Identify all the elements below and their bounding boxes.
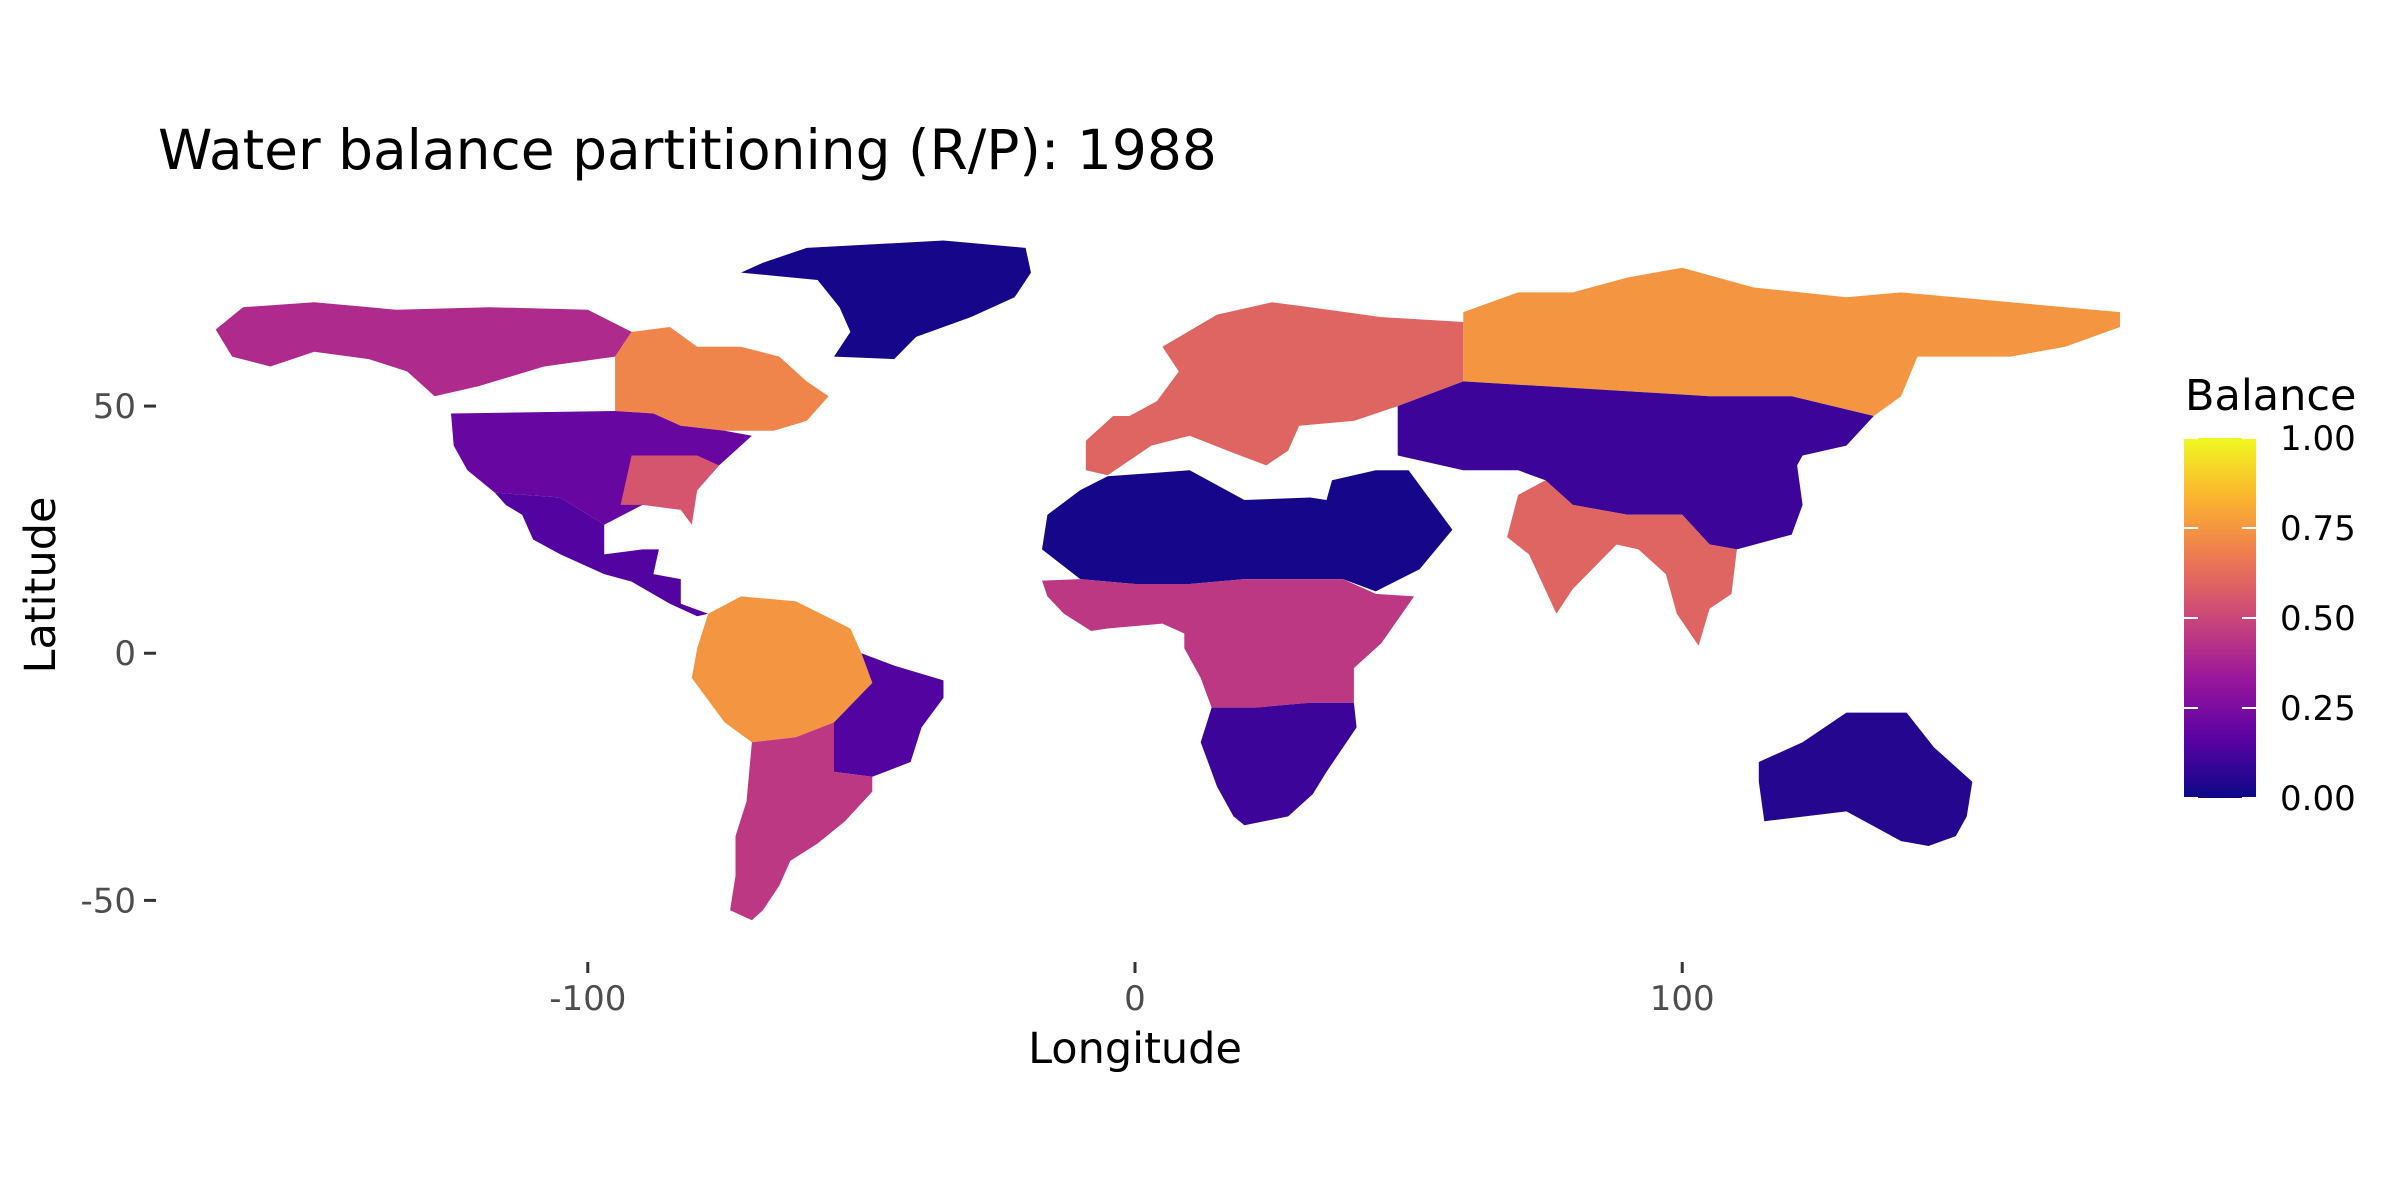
region-mexico-and-central-america — [494, 492, 709, 617]
chart-title: Water balance partitioning (R/P): 1988 — [158, 118, 1217, 182]
legend-label-0-25: 0.25 — [2280, 689, 2356, 729]
region-southern-africa — [1200, 702, 1357, 826]
x-tick-label: 100 — [1650, 979, 1715, 1019]
region-southern-south-america — [730, 722, 873, 921]
region-amazon-basin — [691, 596, 873, 743]
region-alaska-and-western-canada — [215, 302, 632, 397]
x-axis-title: Longitude — [1028, 1024, 1242, 1074]
legend-label-1-00: 1.00 — [2280, 419, 2356, 459]
region-australia — [1758, 712, 1973, 846]
region-united-states — [451, 411, 752, 525]
region-central-africa — [1042, 579, 1415, 708]
y-axis-title: Latitude — [16, 497, 66, 674]
region-eastern-brazil — [834, 653, 944, 777]
color-legend: Balance 1.00 0.75 0.50 0.25 0.00 — [2184, 371, 2357, 819]
legend-ticks — [2184, 437, 2256, 799]
land-raster-layer — [215, 240, 2120, 921]
y-tick-label: 50 — [93, 387, 136, 427]
region-europe — [1085, 302, 1464, 476]
region-southeastern-united-states — [620, 455, 720, 525]
x-axis-ticks: -100 0 100 — [549, 962, 1715, 1019]
x-tick-label: 0 — [1124, 979, 1146, 1019]
region-eastern-canada — [615, 327, 829, 431]
region-northern-russia — [1463, 267, 2120, 416]
y-tick-label: -50 — [80, 881, 136, 921]
region-central-asia — [1397, 381, 1874, 550]
legend-title: Balance — [2185, 371, 2357, 421]
region-sahara-and-arabia — [1042, 470, 1453, 592]
region-southeast-asia — [1507, 480, 1737, 646]
x-tick-label: -100 — [549, 979, 626, 1019]
legend-label-0-75: 0.75 — [2280, 509, 2356, 549]
legend-label-0-00: 0.00 — [2280, 779, 2356, 819]
y-axis-ticks: 50 0 -50 — [80, 387, 156, 921]
legend-label-0-50: 0.50 — [2280, 599, 2356, 639]
y-tick-label: 0 — [114, 634, 136, 674]
region-greenland — [741, 240, 1031, 360]
